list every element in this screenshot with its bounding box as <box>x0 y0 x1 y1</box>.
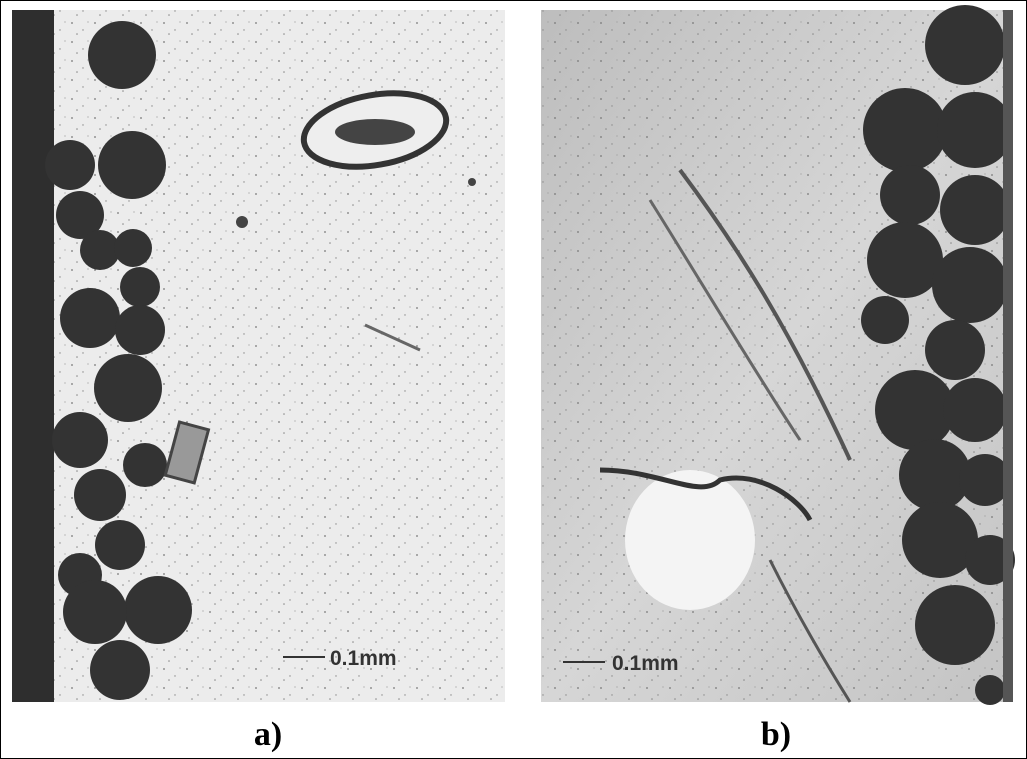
figure: 0.1mm 0.1mm a) b) <box>0 0 1027 759</box>
micrograph-a <box>12 10 505 702</box>
scale-bar-label: 0.1mm <box>330 647 397 670</box>
panel-label: a) <box>254 716 282 753</box>
panel-label: b) <box>761 716 791 753</box>
scale-bar-label: 0.1mm <box>612 652 679 675</box>
micrograph-b <box>541 5 1015 705</box>
